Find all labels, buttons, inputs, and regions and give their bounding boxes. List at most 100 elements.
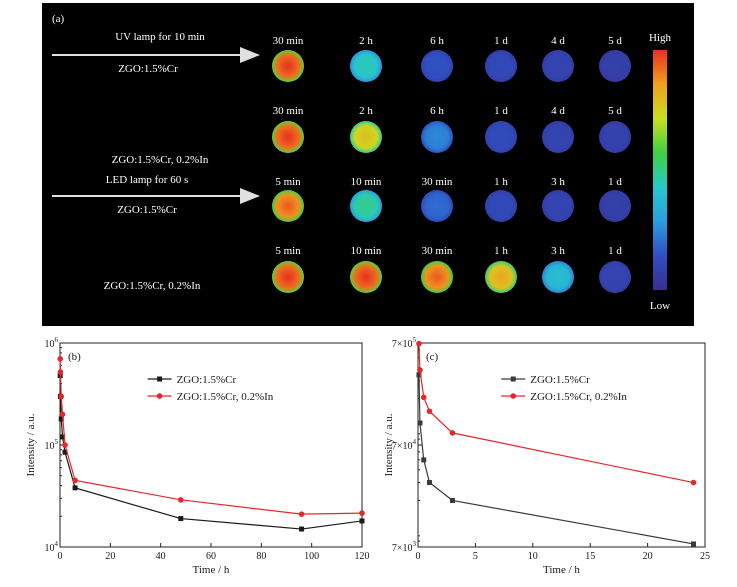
y-axis-label: Intensity / a.u. <box>383 413 395 476</box>
sample-disc <box>350 190 382 222</box>
sample-time-label: 1 d <box>608 245 622 257</box>
data-point <box>416 372 422 378</box>
sample-time-label: 5 min <box>275 176 301 188</box>
data-point <box>299 526 305 532</box>
data-point <box>449 430 456 436</box>
sample-time-label: 1 d <box>494 35 508 47</box>
sample-disc <box>421 190 453 222</box>
colorbar-high-label: High <box>649 32 672 44</box>
series-line <box>418 343 694 484</box>
sample-disc <box>542 121 574 153</box>
data-point <box>72 485 78 491</box>
sample-time-label: 2 h <box>359 35 373 47</box>
data-point <box>178 516 184 522</box>
data-point <box>62 442 68 448</box>
data-point <box>691 541 697 547</box>
y-tick-label: 104 <box>45 540 59 554</box>
arrow1-top-label: UV lamp for 10 min <box>115 31 205 43</box>
sample-disc <box>350 121 382 153</box>
sample-time-label: 5 d <box>608 35 622 47</box>
sample-disc <box>350 261 382 293</box>
arrow2-mid-label: LED lamp for 60 s <box>106 174 188 186</box>
sample-time-label: 30 min <box>273 35 304 47</box>
data-point <box>57 356 64 362</box>
data-point <box>420 394 427 401</box>
sample-disc <box>485 190 517 222</box>
colorbar-low-label: Low <box>650 300 670 312</box>
x-tick-label: 60 <box>206 551 216 562</box>
x-tick-label: 20 <box>105 551 115 562</box>
legend-label: ZGO:1.5%Cr <box>530 374 590 386</box>
data-point <box>62 449 68 455</box>
panel-label: (b) <box>68 351 81 363</box>
panel-a-label: (a) <box>52 13 65 25</box>
series-line <box>418 374 694 545</box>
row4-sample-label: ZGO:1.5%Cr, 0.2%In <box>104 280 201 292</box>
legend-label: ZGO:1.5%Cr <box>177 374 237 386</box>
sample-time-label: 3 h <box>551 245 565 257</box>
data-point <box>690 479 697 486</box>
y-tick-label: 7×105 <box>392 336 417 350</box>
panel-c-decay-chart: 0 5 10 15 20 25 7×103 7×104 7×105 Time / h Intensi… <box>383 336 710 576</box>
sample-disc <box>421 261 453 293</box>
sample-disc <box>599 121 631 153</box>
sample-disc <box>421 50 453 82</box>
sample-time-label: 6 h <box>430 35 444 47</box>
sample-time-label: 10 min <box>351 245 382 257</box>
sample-disc <box>599 190 631 222</box>
sample-time-label: 30 min <box>273 105 304 117</box>
x-tick-label: 100 <box>304 551 319 562</box>
sample-disc <box>542 50 574 82</box>
x-tick-label: 20 <box>643 551 653 562</box>
x-tick-label: 25 <box>700 551 710 562</box>
sample-time-label: 2 h <box>359 105 373 117</box>
sample-disc <box>485 121 517 153</box>
data-point <box>417 367 423 373</box>
x-tick-label: 40 <box>156 551 166 562</box>
data-point <box>416 340 422 347</box>
sample-time-label: 30 min <box>422 245 453 257</box>
arrow2-top-label: ZGO:1.5%Cr, 0.2%In <box>112 154 209 166</box>
sample-disc <box>542 261 574 293</box>
x-tick-label: 15 <box>585 551 595 562</box>
x-axis-label: Time / h <box>543 564 580 576</box>
data-point <box>58 416 64 422</box>
sample-disc <box>485 50 517 82</box>
sample-time-label: 6 h <box>430 105 444 117</box>
sample-disc <box>350 50 382 82</box>
data-point <box>426 408 433 415</box>
sample-time-label: 5 min <box>275 245 301 257</box>
sample-time-label: 1 d <box>494 105 508 117</box>
sample-disc <box>542 190 574 222</box>
sample-disc <box>599 50 631 82</box>
sample-disc <box>272 121 304 153</box>
panel-label: (c) <box>426 351 439 363</box>
data-point <box>449 497 455 503</box>
x-tick-label: 5 <box>473 551 478 562</box>
x-tick-label: 120 <box>355 551 370 562</box>
sample-time-label: 4 d <box>551 35 565 47</box>
y-tick-label: 7×103 <box>392 540 417 554</box>
data-point <box>426 480 432 486</box>
sample-time-label: 10 min <box>351 176 382 188</box>
sample-time-label: 30 min <box>422 176 453 188</box>
sample-time-label: 4 d <box>551 105 565 117</box>
legend-marker <box>157 376 163 382</box>
y-tick-label: 106 <box>45 336 59 350</box>
sample-time-label: 1 h <box>494 176 508 188</box>
sample-time-label: 1 d <box>608 176 622 188</box>
data-point <box>359 518 365 524</box>
data-point <box>58 393 65 400</box>
data-point <box>72 477 78 484</box>
legend-marker <box>156 393 163 399</box>
sample-disc <box>599 261 631 293</box>
legend-label: ZGO:1.5%Cr, 0.2%In <box>530 391 627 403</box>
data-point <box>298 511 305 517</box>
panel-a-luminescence-images: (a) UV lamp for 10 min ZGO:1.5%Cr ZGO:1.… <box>42 3 694 326</box>
data-point <box>417 420 423 426</box>
legend-marker <box>510 376 516 382</box>
data-point <box>359 510 365 516</box>
x-axis-label: Time / h <box>193 564 230 576</box>
data-point <box>59 411 66 418</box>
